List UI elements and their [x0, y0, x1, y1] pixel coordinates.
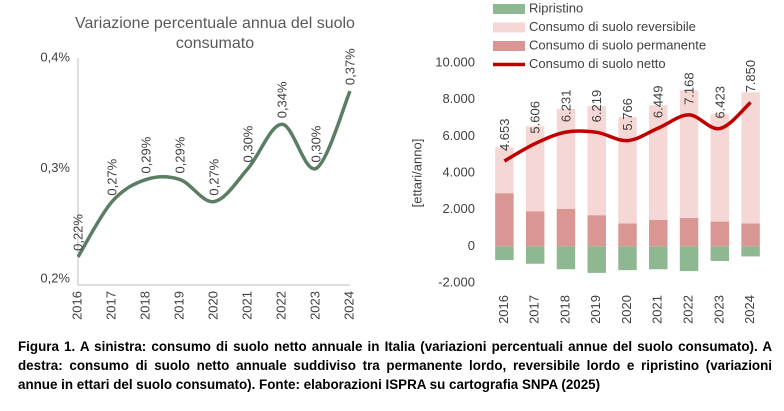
- value-label: 5.766: [620, 98, 635, 131]
- x-tick-label: 2021: [650, 295, 665, 324]
- legend-label: Ripristino: [529, 0, 583, 15]
- x-tick-label: 2022: [680, 295, 695, 324]
- bar: [679, 217, 699, 247]
- value-label: 0,34%: [274, 81, 289, 118]
- y-tick-label: 6.000: [442, 128, 475, 143]
- bar: [525, 211, 545, 247]
- x-tick-label: 2019: [588, 295, 603, 324]
- x-tick-label: 2017: [103, 291, 118, 320]
- bar: [649, 219, 668, 247]
- legend-label: Consumo di suolo reversibile: [529, 19, 696, 34]
- value-label: 0,30%: [240, 125, 255, 162]
- bar: [556, 208, 576, 247]
- value-label: 7.850: [743, 60, 758, 93]
- value-label: 7.168: [681, 72, 696, 105]
- bar: [556, 108, 576, 209]
- x-tick-label: 2024: [742, 295, 757, 324]
- bar: [741, 223, 760, 247]
- y-tick-label: 4.000: [442, 164, 475, 179]
- x-tick-label: 2022: [273, 291, 288, 320]
- legend-label: Consumo di suolo permanente: [529, 37, 706, 52]
- bar: [679, 246, 699, 272]
- bar: [618, 246, 637, 271]
- value-label: 0,27%: [206, 158, 221, 195]
- y-tick-label: 0: [468, 238, 475, 253]
- bar: [741, 246, 760, 257]
- legend-label: Consumo di suolo netto: [529, 56, 666, 71]
- bar: [710, 246, 730, 261]
- value-label: 0,30%: [308, 125, 323, 162]
- value-label: 0,29%: [172, 136, 187, 173]
- bar: [649, 246, 668, 270]
- bar: [556, 246, 576, 270]
- bar: [741, 92, 760, 224]
- value-label: 0,37%: [342, 48, 357, 85]
- x-tick-label: 2021: [239, 291, 254, 320]
- bar: [710, 114, 730, 222]
- y-tick-label: 2.000: [442, 201, 475, 216]
- x-tick-label: 2018: [137, 291, 152, 320]
- y-tick-label: 0,2%: [40, 270, 70, 285]
- value-label: 0,29%: [138, 136, 153, 173]
- x-tick-label: 2023: [307, 291, 322, 320]
- y-tick-label: 8.000: [442, 91, 475, 106]
- x-tick-label: 2019: [171, 291, 186, 320]
- x-tick-label: 2018: [557, 295, 572, 324]
- bar: [495, 193, 514, 247]
- line: [503, 101, 752, 163]
- y-tick-label: 0,3%: [40, 160, 70, 175]
- value-label: 5.606: [528, 101, 543, 134]
- bar: [495, 147, 514, 194]
- x-tick-label: 2023: [711, 295, 726, 324]
- bar: [649, 105, 668, 220]
- chart-title: Variazione percentuale annua del suolo c…: [75, 15, 355, 52]
- bar: [618, 223, 637, 247]
- legend-swatch: [493, 41, 525, 51]
- y-tick-label: 10.000: [435, 54, 475, 69]
- legend-swatch: [493, 4, 525, 14]
- bar: [710, 221, 730, 247]
- x-tick-label: 2020: [205, 291, 220, 320]
- x-tick-label: 2024: [341, 291, 356, 320]
- x-tick-label: 2017: [527, 295, 542, 324]
- y-tick-label: -2.000: [438, 274, 475, 289]
- value-label: 6.231: [558, 90, 573, 123]
- bar: [587, 215, 606, 247]
- bar: [525, 246, 545, 264]
- value-label: 6.449: [651, 86, 666, 119]
- bar: [679, 90, 699, 218]
- y-tick-label: 0,4%: [40, 49, 70, 64]
- value-label: 0,22%: [70, 214, 85, 251]
- caption: Figura 1. A sinistra: consumo di suolo n…: [18, 339, 772, 392]
- x-tick-label: 2016: [496, 295, 511, 324]
- value-label: 6.219: [589, 90, 604, 123]
- value-label: 4.653: [497, 118, 512, 151]
- x-tick-label: 2020: [619, 295, 634, 324]
- value-label: 6.423: [712, 86, 727, 119]
- x-tick-label: 2016: [69, 291, 84, 320]
- y-axis-label: [ettari/anno]: [409, 139, 424, 208]
- bar: [587, 246, 606, 273]
- bar: [618, 117, 637, 224]
- bar: [495, 246, 514, 261]
- value-label: 0,27%: [104, 158, 119, 195]
- line: [76, 90, 352, 258]
- legend-swatch: [493, 22, 525, 33]
